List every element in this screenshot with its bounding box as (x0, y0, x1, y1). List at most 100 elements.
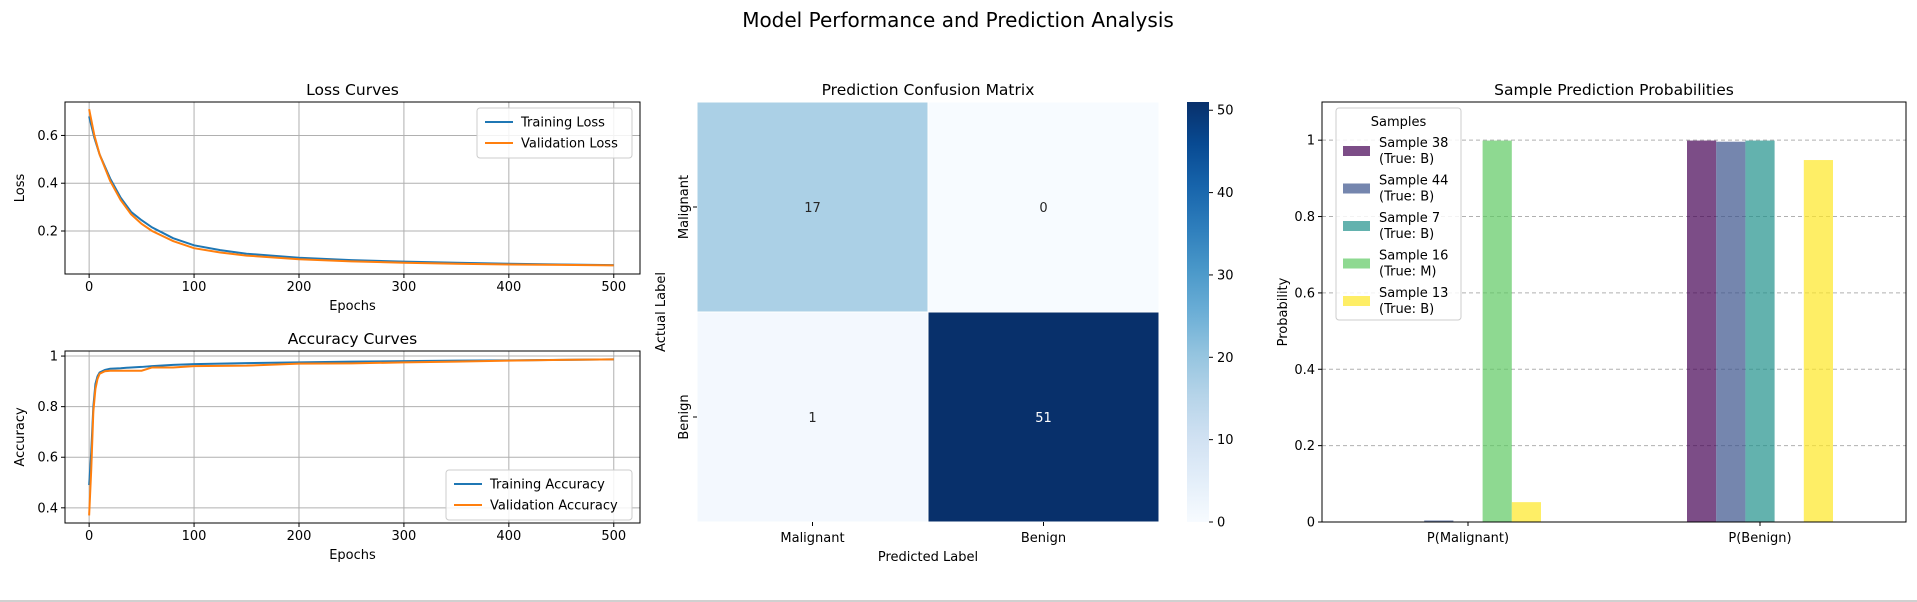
x-tick-label: 100 (182, 280, 207, 295)
x-tick-label: 500 (601, 529, 626, 544)
bar (1687, 140, 1717, 522)
x-axis-label: Predicted Label (878, 550, 978, 565)
bar (1482, 140, 1512, 522)
x-tick-label: 200 (287, 280, 312, 295)
legend-box (445, 469, 633, 521)
colorbar-tick-label: 20 (1217, 351, 1234, 366)
confusion-matrix-panel: 17 0 1 51 Malignant Benign Malignant Benign Pred… (654, 81, 1234, 565)
x-tick-label: P(Malignant) (1427, 531, 1509, 546)
x-tick-label: 200 (287, 529, 312, 544)
axes-frame (64, 101, 641, 275)
legend-swatch (1343, 146, 1370, 156)
series-line (88, 358, 614, 516)
legend-label: (True: B) (1379, 190, 1434, 205)
x-tick-label: 0 (85, 280, 93, 295)
y-tick-label: 0.8 (1294, 210, 1315, 225)
y-axis-label: Actual Label (654, 272, 669, 352)
loss-curves-panel: 0 100 200 300 400 500 0.2 0.4 0.6 Loss Curves Epoc… (13, 81, 641, 314)
legend-label: Sample 7 (1379, 211, 1440, 226)
y-tick-label: 0 (1307, 516, 1315, 531)
y-tick-label: 0.2 (1294, 439, 1315, 454)
legend-label: Sample 38 (1379, 136, 1448, 151)
heatmap-cell (696, 101, 929, 313)
heatmap-cell (927, 311, 1160, 523)
y-tick-label: 0.2 (37, 225, 58, 240)
y-tick-label: 0.6 (1294, 286, 1315, 301)
y-tick-label: 0.4 (1294, 363, 1315, 378)
colorbar-tick-label: 10 (1217, 433, 1234, 448)
y-tick-label: 0.4 (37, 501, 58, 516)
prediction-probabilities-panel: 0 0.2 0.4 0.6 0.8 1 P(Malignant) P(Benign) Sampl… (1276, 81, 1907, 546)
legend-label: Validation Accuracy (490, 499, 618, 514)
y-tick-label: 0.8 (37, 400, 58, 415)
colorbar-tick-label: 0 (1217, 516, 1225, 531)
axes-frame (64, 350, 641, 524)
window-bottom-edge (0, 600, 1917, 602)
x-tick-label: 0 (85, 529, 93, 544)
colorbar-tick-label: 50 (1217, 104, 1234, 119)
legend-label: Sample 16 (1379, 249, 1448, 264)
y-axis-label: Accuracy (13, 407, 28, 467)
cell-value: 17 (804, 201, 821, 216)
x-tick-label: 300 (392, 280, 417, 295)
y-tick-label: Malignant (677, 175, 692, 239)
legend-swatch (1343, 296, 1370, 306)
x-tick-label: P(Benign) (1728, 531, 1791, 546)
legend-label: (True: M) (1379, 265, 1436, 280)
series-line (88, 108, 614, 267)
colorbar (1187, 102, 1209, 522)
legend-label: Training Accuracy (489, 478, 605, 493)
legend-title: Samples (1371, 115, 1427, 130)
y-axis-label: Loss (13, 174, 28, 203)
legend-swatch (1343, 258, 1370, 269)
y-tick-label: 0.4 (37, 177, 58, 192)
y-tick-label: Benign (677, 394, 692, 439)
x-axis-label: Epochs (329, 299, 376, 314)
cell-value: 51 (1035, 411, 1052, 426)
x-tick-label: 400 (496, 280, 521, 295)
heatmap-cell (927, 101, 1160, 313)
y-tick-label: 1 (1307, 134, 1315, 149)
legend-swatch (1343, 183, 1370, 194)
bar (1511, 502, 1541, 522)
legend-box (476, 107, 633, 159)
x-tick-label: 500 (601, 280, 626, 295)
legend-swatch (1343, 221, 1370, 231)
accuracy-curves-panel: 0 100 200 300 400 500 0.4 0.6 0.8 1 Accuracy Curve… (13, 330, 641, 563)
y-axis-label: Probability (1276, 277, 1291, 346)
legend-label: Training Loss (520, 116, 605, 131)
bar (1716, 141, 1746, 522)
chart-title: Loss Curves (306, 81, 399, 99)
x-tick-label: 300 (392, 529, 417, 544)
chart-title: Prediction Confusion Matrix (822, 81, 1035, 99)
x-tick-label: Benign (1021, 531, 1066, 546)
x-tick-label: 400 (496, 529, 521, 544)
colorbar-tick-label: 30 (1217, 268, 1234, 283)
legend-label: (True: B) (1379, 302, 1434, 317)
legend-label: Sample 44 (1379, 174, 1448, 189)
y-tick-label: 0.6 (37, 129, 58, 144)
legend: Training Loss Validation Loss (476, 107, 633, 159)
bar (1424, 520, 1454, 522)
x-tick-label: Malignant (780, 531, 844, 546)
colorbar-tick-label: 40 (1217, 186, 1234, 201)
chart-title: Accuracy Curves (288, 330, 418, 348)
legend-label: (True: B) (1379, 152, 1434, 167)
legend-label: Sample 13 (1379, 286, 1448, 301)
figure-title: Model Performance and Prediction Analysi… (742, 8, 1174, 32)
x-tick-label: 100 (182, 529, 207, 544)
bar (1745, 140, 1775, 522)
heatmap-cell (696, 311, 929, 523)
legend-label: Validation Loss (521, 137, 618, 152)
bar (1803, 160, 1833, 522)
cell-value: 1 (808, 411, 816, 426)
y-tick-label: 0.6 (37, 451, 58, 466)
axes-frame (1321, 101, 1907, 523)
x-axis-label: Epochs (329, 548, 376, 563)
legend: Training Accuracy Validation Accuracy (445, 469, 633, 521)
cell-value: 0 (1039, 201, 1047, 216)
y-tick-label: 1 (50, 350, 58, 365)
legend-label: (True: B) (1379, 227, 1434, 242)
